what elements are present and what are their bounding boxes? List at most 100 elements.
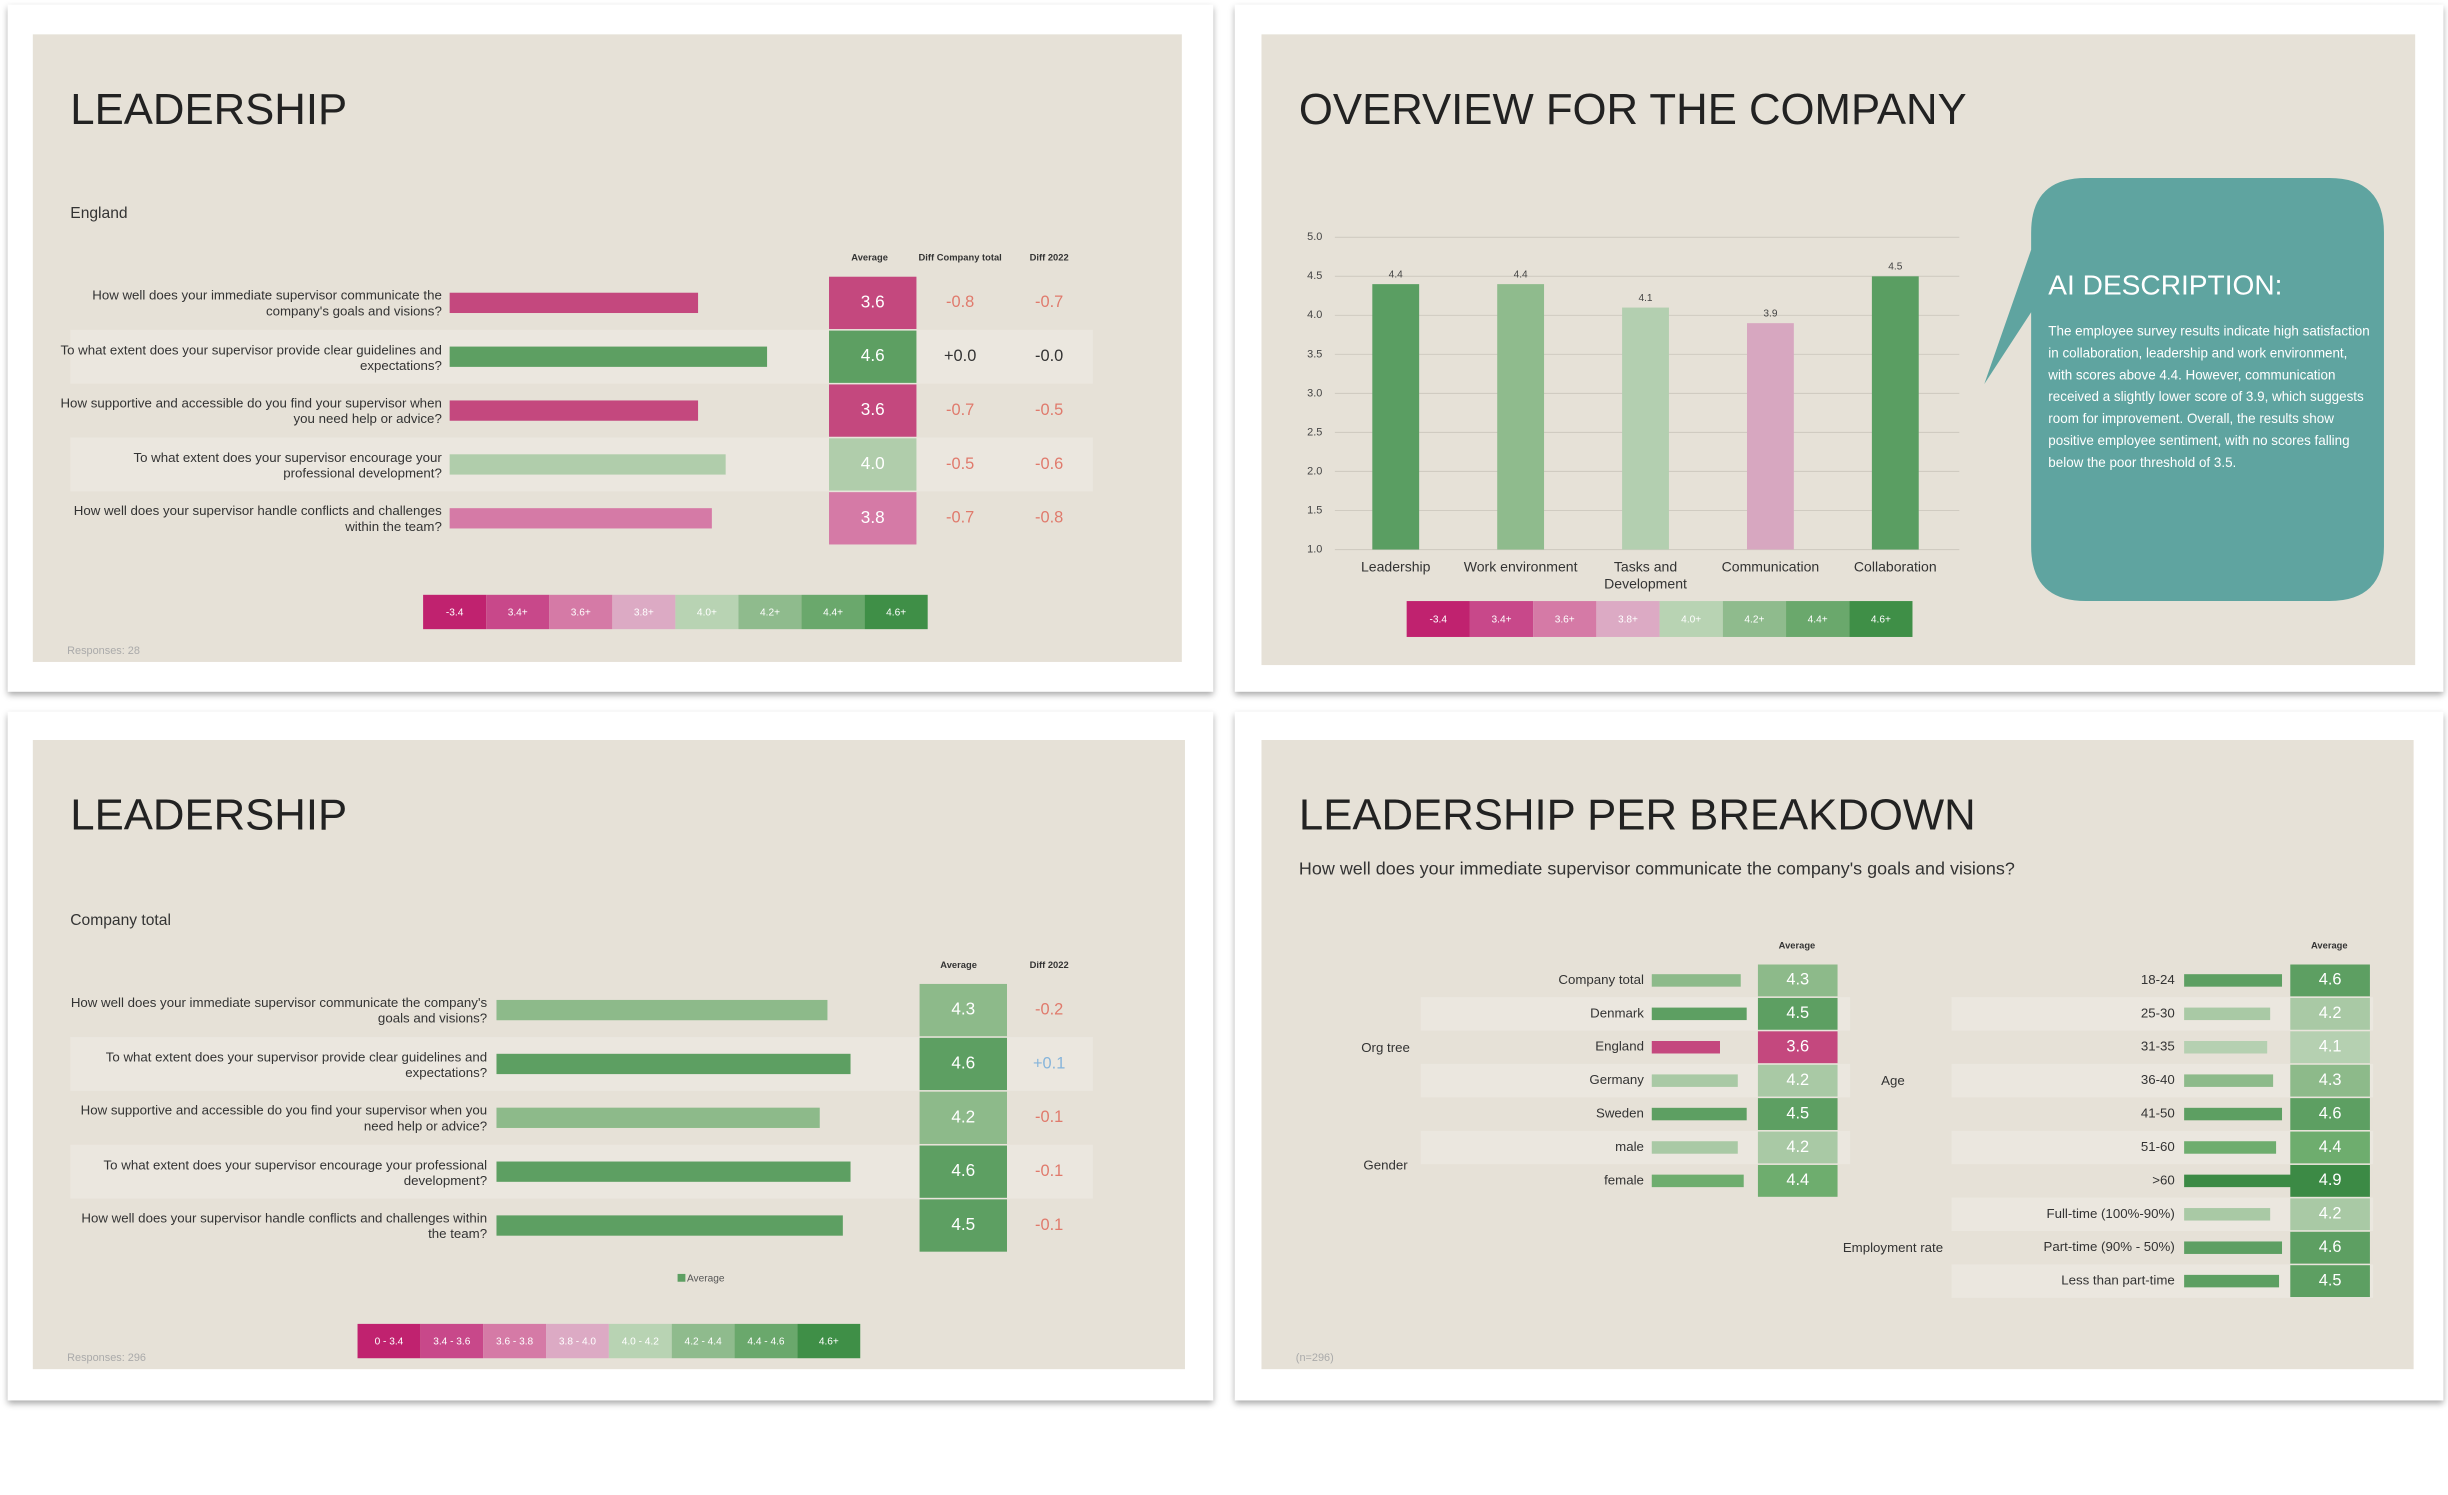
- average-label: 4.2: [1786, 1138, 1809, 1156]
- bar: [1651, 974, 1741, 987]
- legend-label: 3.6+: [571, 607, 591, 618]
- average-cell: [919, 983, 1007, 1037]
- bar: [449, 292, 699, 314]
- bar: [449, 454, 726, 475]
- y-tick-label: 3.5: [1307, 348, 1322, 360]
- diff-value: -0.7: [946, 509, 974, 527]
- average-cell: [919, 1145, 1007, 1198]
- question: To what extent does your supervisor prov…: [60, 341, 442, 373]
- average-label: 4.3: [1786, 971, 1809, 989]
- average-label: 4.1: [2319, 1038, 2342, 1056]
- data-label: 4.5: [1888, 262, 1902, 273]
- legend-swatch: [671, 1323, 735, 1359]
- legend-swatch: [1659, 601, 1723, 637]
- legend-swatch: [423, 594, 487, 630]
- legend-label: 4.6+: [819, 1337, 839, 1348]
- question-box: How well does your immediate supervisor …: [92, 287, 442, 318]
- average-label: 4.5: [1786, 1104, 1809, 1122]
- ai-title: AI DESCRIPTION:: [2048, 270, 2282, 301]
- group-label: Age: [1881, 1072, 1905, 1089]
- bar: [449, 508, 712, 529]
- slide-footer: Responses: 28: [67, 645, 140, 657]
- bar: [1871, 276, 1919, 550]
- average-cell: [1757, 1131, 1838, 1164]
- average-label: 4.2: [2319, 1004, 2342, 1022]
- slide-subtitle: How well does your immediate supervisor …: [1298, 860, 2015, 879]
- legend-label: 4.0 - 4.2: [622, 1337, 660, 1348]
- legend-label: 0 - 3.4: [375, 1337, 404, 1348]
- bar: [1497, 284, 1545, 550]
- bar: [1651, 1141, 1738, 1154]
- average-cell: [829, 384, 917, 437]
- question: To what extent does your supervisor prov…: [105, 1048, 488, 1080]
- y-tick-label: 1.0: [1307, 543, 1322, 555]
- average-cell: [829, 330, 917, 383]
- average-cell: [1757, 1031, 1838, 1064]
- row-label: Sweden: [1596, 1106, 1644, 1121]
- bar: [496, 1161, 851, 1182]
- average-cell: [829, 276, 917, 330]
- diff-value: -0.7: [946, 401, 974, 419]
- question: How supportive and accessible do you fin…: [80, 1102, 488, 1134]
- legend-label: 4.4 - 4.6: [747, 1337, 785, 1348]
- bar: [1651, 1041, 1720, 1054]
- average-cell: [919, 1199, 1007, 1252]
- legend-swatch: [1406, 601, 1470, 637]
- y-tick-label: 4.5: [1307, 270, 1322, 282]
- average-label: 4.4: [2319, 1138, 2342, 1156]
- question: How well does your supervisor handle con…: [81, 1209, 488, 1242]
- average-label: 4.2: [2319, 1205, 2342, 1223]
- legend-swatch: [797, 1323, 861, 1359]
- legend-swatch: [549, 594, 613, 630]
- legend-label: 4.0+: [1681, 614, 1701, 625]
- y-tick-label: 3.0: [1307, 387, 1322, 399]
- row-label: Company total: [1558, 972, 1644, 987]
- average-label: 4.4: [1786, 1171, 1809, 1189]
- diff-value: -0.2: [1035, 1000, 1063, 1018]
- legend-swatch: [734, 1323, 798, 1359]
- average-cell: [829, 492, 917, 545]
- average-cell: [2290, 1131, 2370, 1164]
- average-cell: [2290, 997, 2370, 1030]
- bar: [2184, 1074, 2274, 1087]
- row-label: Full-time (100%-90%): [2046, 1206, 2174, 1221]
- x-tick-label: Leadership: [1360, 558, 1431, 575]
- average-label: 3.6: [861, 399, 885, 419]
- row-label: 25-30: [2141, 1005, 2175, 1020]
- column-header: Diff 2022: [1029, 960, 1069, 971]
- bar: [2184, 1208, 2271, 1221]
- column-header: Average: [1779, 941, 1816, 951]
- bar: [1746, 323, 1794, 550]
- bar: [1651, 1007, 1747, 1021]
- average-label: 3.8: [861, 507, 885, 527]
- question: How well does your immediate supervisor …: [70, 994, 488, 1026]
- legend-swatch: [420, 1323, 484, 1359]
- x-tick-label: Communication: [1721, 558, 1820, 575]
- average-cell: [2290, 1098, 2370, 1130]
- group-label: Gender: [1363, 1156, 1408, 1172]
- group-label: Employment rate: [1842, 1239, 1944, 1256]
- legend-label: 3.8 - 4.0: [559, 1337, 597, 1348]
- legend-label: 3.6+: [1555, 614, 1575, 625]
- slide-title: LEADERSHIP: [70, 85, 347, 134]
- data-label: 4.1: [1638, 293, 1652, 304]
- column-header: Average: [2311, 941, 2348, 951]
- question-box: How well does your supervisor handle con…: [74, 503, 442, 534]
- bar: [2184, 1007, 2271, 1021]
- column-header-box: Average: [940, 961, 977, 970]
- legend-label: 3.8+: [634, 607, 654, 618]
- average-label: 4.2: [1786, 1071, 1809, 1089]
- legend-swatch: [486, 594, 550, 630]
- diff-value: -0.6: [1035, 455, 1063, 473]
- row-label: 51-60: [2141, 1139, 2175, 1154]
- slide-subtitle: Company total: [70, 912, 171, 929]
- series-swatch: [677, 1273, 686, 1282]
- ai-text: The employee survey results indicate hig…: [2048, 323, 2370, 470]
- y-tick-label: 1.5: [1307, 504, 1322, 516]
- average-label: 4.5: [951, 1214, 975, 1234]
- bar: [2184, 1174, 2291, 1188]
- legend-swatch: [1533, 601, 1597, 637]
- row-label: female: [1604, 1172, 1644, 1187]
- legend-swatch: [1469, 601, 1534, 637]
- question-box: To what extent does your supervisor prov…: [60, 341, 442, 373]
